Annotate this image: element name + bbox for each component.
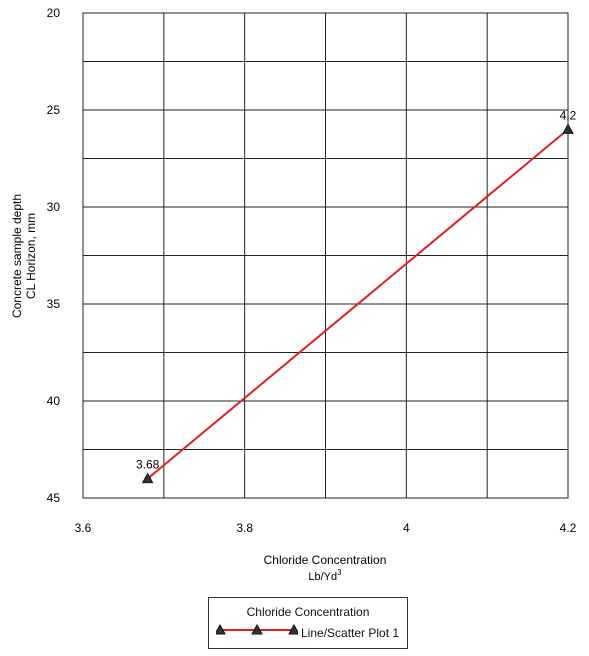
series-line (147, 128, 569, 480)
y-tick-label: 25 (47, 103, 61, 117)
x-tick-label: 3.6 (75, 521, 92, 535)
y-axis-label-line-2: CL Horizon, mm (24, 213, 38, 299)
y-axis-label: Concrete sample depth (10, 194, 24, 318)
data-point-triangle-icon (562, 123, 574, 134)
x-tick-label: 3.8 (236, 521, 253, 535)
x-tick-label: 4 (403, 521, 410, 535)
legend-title: Chloride Concentration (246, 605, 370, 619)
x-axis-ticks: 3.6 3.8 4 4.2 (75, 521, 577, 535)
legend-swatch (216, 623, 298, 635)
series-layer: 3.68 4.2 (136, 108, 577, 484)
y-tick-label: 20 (47, 6, 61, 20)
y-axis-ticks: 20 25 30 35 40 45 (47, 6, 61, 505)
legend-series-label: Line/Scatter Plot 1 (301, 626, 400, 640)
y-tick-label: 35 (47, 297, 61, 311)
legend-marker-icon (216, 623, 226, 635)
x-axis-label: Chloride Concentration (264, 553, 387, 567)
data-point-triangle-icon (141, 472, 154, 484)
data-label: 3.68 (136, 458, 160, 472)
y-tick-label: 45 (47, 491, 61, 505)
legend-marker-icon (251, 623, 263, 635)
plot-frame (82, 12, 569, 499)
y-tick-label: 30 (47, 200, 61, 214)
legend-marker-icon (288, 623, 298, 635)
y-tick-label: 40 (47, 394, 61, 408)
x-axis-unit-label: Lb/Yd3 (308, 568, 342, 583)
grid-lines (82, 12, 569, 499)
data-label: 4.2 (560, 108, 577, 122)
x-tick-label: 4.2 (560, 521, 577, 535)
legend: Chloride Concentration Line/Scatter Plot… (208, 597, 408, 649)
